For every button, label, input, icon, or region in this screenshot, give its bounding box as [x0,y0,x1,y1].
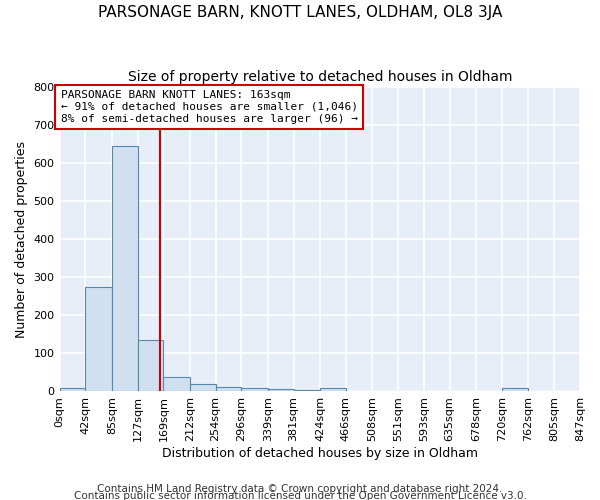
Bar [85,286,112,392]
Bar [215,387,241,392]
Title: Size of property relative to detached houses in Oldham: Size of property relative to detached ho… [128,70,512,84]
X-axis label: Distribution of detached houses by size in Oldham: Distribution of detached houses by size … [162,447,478,460]
Bar [320,388,346,392]
Bar [59,388,85,392]
Bar [163,377,190,392]
Bar [137,340,163,392]
Bar [293,390,320,392]
Y-axis label: Number of detached properties: Number of detached properties [15,140,28,338]
Text: PARSONAGE BARN KNOTT LANES: 163sqm
← 91% of detached houses are smaller (1,046)
: PARSONAGE BARN KNOTT LANES: 163sqm ← 91%… [61,90,358,124]
Bar [241,388,268,392]
Text: Contains public sector information licensed under the Open Government Licence v3: Contains public sector information licen… [74,491,526,500]
Bar [268,389,293,392]
Bar [190,384,215,392]
Bar [112,146,137,392]
Text: Contains HM Land Registry data © Crown copyright and database right 2024.: Contains HM Land Registry data © Crown c… [97,484,503,494]
Bar [502,388,528,392]
Text: PARSONAGE BARN, KNOTT LANES, OLDHAM, OL8 3JA: PARSONAGE BARN, KNOTT LANES, OLDHAM, OL8… [98,5,502,20]
